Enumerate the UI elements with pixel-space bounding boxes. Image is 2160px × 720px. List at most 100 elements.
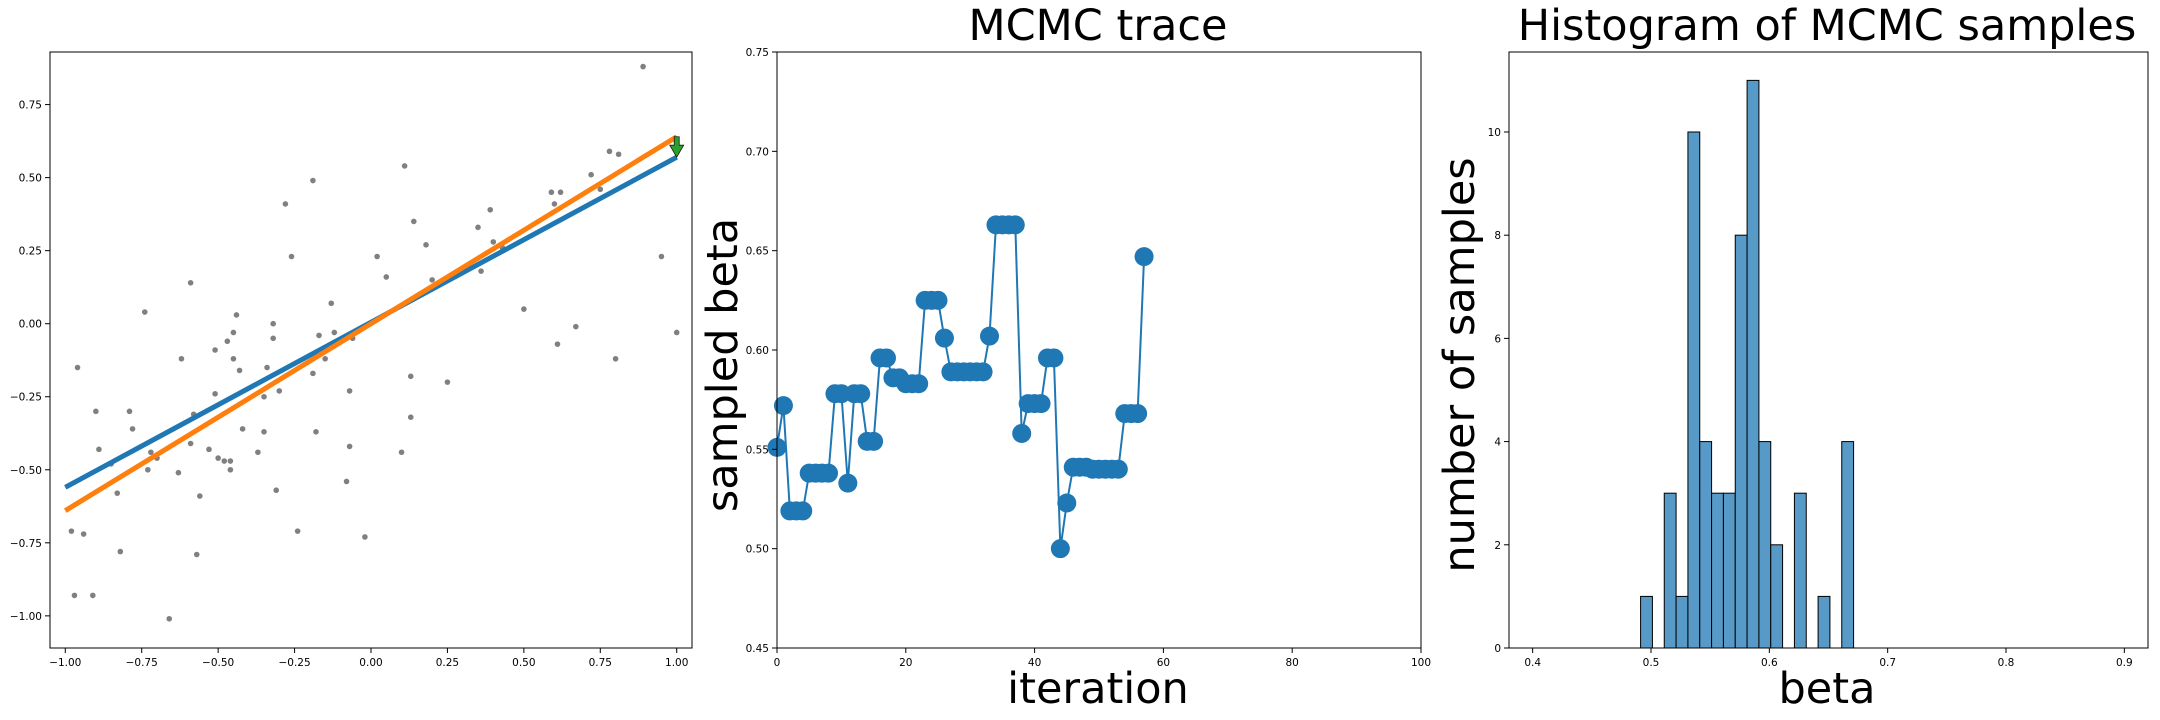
scatter-xtick-label: 0.75: [589, 657, 612, 669]
scatter-xtick-label: −0.25: [278, 657, 310, 669]
histogram-bar: [1663, 492, 1677, 649]
histogram-ytick-label: 8: [1494, 230, 1501, 242]
trace-ytick-label: 0.45: [746, 643, 769, 655]
scatter-point: [93, 408, 99, 415]
scatter-point: [255, 449, 261, 456]
scatter-regression-panel: −1.00 −0.75 −0.50 −0.25 0.00 0.25 0.50 0.75 1.00…: [10, 51, 693, 669]
histogram-bar: [1746, 79, 1760, 649]
scatter-point: [398, 449, 405, 456]
mcmc-trace-panel: MCMC trace iteration sampled beta 0 20 40 6…: [698, 1, 1431, 714]
scatter-point: [597, 186, 604, 193]
histogram-xtick-label: 0.9: [2116, 657, 2133, 669]
trace-point: [773, 396, 793, 416]
scatter-point: [423, 242, 429, 248]
trace-xtick-label: 100: [1411, 657, 1431, 669]
scatter-point: [141, 309, 148, 315]
scatter-point: [673, 329, 680, 336]
scatter-point: [90, 592, 96, 599]
trace-ytick-label: 0.65: [746, 246, 769, 258]
scatter-point: [129, 426, 136, 432]
trace-xtick-label: 20: [899, 657, 912, 669]
trace-point: [838, 473, 858, 493]
trace-xtick-label: 80: [1286, 657, 1299, 669]
scatter-point: [114, 490, 121, 496]
scatter-point: [294, 528, 301, 534]
trace-point: [1044, 348, 1064, 368]
trace-ytick-label: 0.50: [746, 544, 769, 556]
scatter-point: [374, 253, 380, 260]
scatter-point: [612, 355, 619, 362]
scatter-point: [264, 364, 270, 371]
histogram-ytick-label: 10: [1488, 127, 1501, 139]
trace-xlabel: iteration: [1007, 664, 1189, 714]
scatter-point: [74, 364, 81, 371]
scatter-point: [407, 414, 414, 420]
trace-xtick-label: 40: [1028, 657, 1041, 669]
trace-point: [1012, 423, 1032, 443]
trace-ytick-label: 0.60: [746, 345, 769, 357]
trace-point: [909, 374, 929, 394]
scatter-point: [175, 469, 182, 476]
scatter-point: [233, 312, 240, 318]
histogram-bar: [1770, 544, 1784, 649]
scatter-xtick-label: 0.50: [512, 657, 535, 669]
fit-line-orange: [63, 134, 679, 513]
scatter-point: [573, 323, 579, 330]
trace-xtick-label: 0: [774, 657, 781, 669]
scatter-point: [212, 391, 218, 397]
scatter-ytick-label: 0.75: [19, 100, 42, 112]
trace-point: [934, 328, 954, 348]
histogram-xlabel: beta: [1779, 664, 1876, 714]
histogram-bar: [1675, 595, 1689, 649]
scatter-point: [227, 466, 234, 473]
scatter-point: [478, 268, 484, 274]
scatter-point: [212, 347, 218, 353]
scatter-xtick-label: 0.25: [436, 657, 459, 669]
scatter-point: [331, 329, 338, 336]
scatter-ytick-label: −0.50: [10, 465, 42, 477]
scatter-point: [221, 458, 228, 464]
histogram-ytick-label: 2: [1494, 540, 1501, 552]
scatter-point: [197, 493, 203, 499]
scatter-point: [166, 615, 173, 622]
trace-point: [1134, 247, 1154, 267]
trace-point: [973, 362, 993, 382]
scatter-point: [362, 534, 368, 540]
scatter-point: [343, 478, 350, 485]
trace-point: [1050, 539, 1070, 559]
histogram-ytick-label: 0: [1494, 643, 1501, 655]
histogram-bar: [1711, 492, 1724, 649]
trace-ytick-label: 0.70: [746, 146, 769, 158]
histogram-bar: [1841, 441, 1855, 649]
scatter-point: [230, 355, 237, 362]
trace-plot-frame: [776, 51, 1422, 649]
trace-point: [793, 501, 813, 521]
trace-ytick-label: 0.75: [746, 47, 769, 59]
trace-point: [876, 348, 896, 368]
histogram-plot-frame: [1508, 51, 2149, 649]
scatter-point: [444, 379, 451, 385]
scatter-point: [276, 388, 283, 394]
scatter-point: [658, 253, 665, 260]
histogram-panel: Histogram of MCMC samples beta number of…: [1435, 1, 2149, 714]
scatter-point: [270, 335, 276, 342]
scatter-point: [282, 201, 289, 207]
scatter-point: [236, 367, 243, 374]
histogram-bar: [1758, 441, 1772, 649]
scatter-point: [554, 341, 561, 347]
scatter-ytick-label: −0.25: [10, 392, 42, 404]
scatter-point: [401, 163, 408, 169]
scatter-point: [178, 355, 185, 362]
scatter-point: [548, 189, 555, 196]
scatter-point: [193, 551, 200, 558]
scatter-point: [80, 531, 87, 537]
scatter-ytick-label: 0.50: [19, 173, 42, 185]
scatter-point: [261, 429, 267, 435]
scatter-point: [322, 355, 328, 362]
histogram-ytick-label: 4: [1494, 437, 1501, 449]
update-arrow: [669, 136, 685, 158]
histogram-bar: [1793, 492, 1807, 649]
histogram-bar: [1687, 131, 1701, 649]
scatter-point: [615, 151, 622, 158]
scatter-ytick-label: 0.00: [19, 319, 42, 331]
